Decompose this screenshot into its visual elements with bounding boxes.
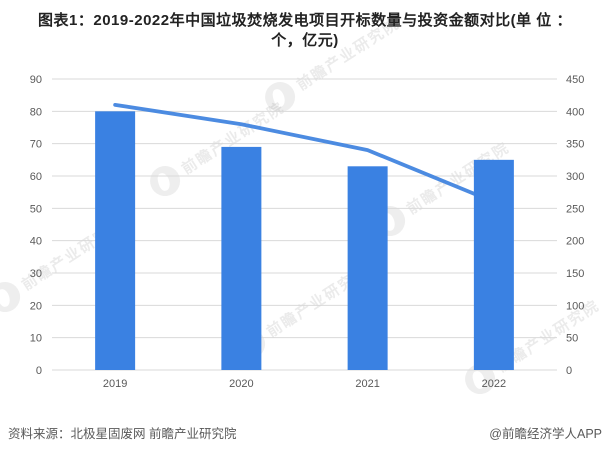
chart-title-line2: 个，亿元) <box>271 32 339 49</box>
y-left-tick-label: 20 <box>30 300 42 312</box>
y-left-tick-label: 30 <box>30 268 42 280</box>
bar-2020 <box>221 146 262 370</box>
y-left-tick-label: 60 <box>30 171 42 183</box>
credit-text: @前瞻经济学人APP <box>489 427 602 441</box>
y-right-tick-label: 50 <box>566 333 578 345</box>
y-right-tick-label: 350 <box>566 139 584 151</box>
y-left-tick-label: 90 <box>30 74 42 86</box>
y-right-tick-label: 450 <box>566 74 584 86</box>
y-left-tick-label: 80 <box>30 106 42 118</box>
y-left-tick-label: 70 <box>30 139 42 151</box>
y-left-tick-label: 50 <box>30 203 42 215</box>
y-right-tick-label: 100 <box>566 300 584 312</box>
combo-chart: 0 10 20 30 40 50 60 70 80 90 0 50 100 150 200 250 300 350… <box>30 74 585 390</box>
x-category-label: 2019 <box>103 378 127 390</box>
investment-line <box>113 102 496 204</box>
y-right-tick-label: 400 <box>566 106 584 118</box>
x-category-label: 2020 <box>229 378 253 390</box>
x-category-label: 2021 <box>355 378 379 390</box>
bar-2021 <box>347 166 388 370</box>
y-left-tick-label: 10 <box>30 333 42 345</box>
y-right-tick-label: 200 <box>566 236 584 248</box>
source-text: 资料来源：北极星固废网 前瞻产业研究院 <box>8 427 237 441</box>
y-left-tick-label: 40 <box>30 236 42 248</box>
y-right-tick-label: 150 <box>566 268 584 280</box>
y-right-tick-label: 250 <box>566 203 584 215</box>
chart-title-line1: 图表1：2019-2022年中国垃圾焚烧发电项目开标数量与投资金额对比(单 位 … <box>38 12 572 29</box>
y-left-tick-label: 0 <box>36 365 42 377</box>
bar-2022 <box>473 159 514 370</box>
chart-title: 图表1：2019-2022年中国垃圾焚烧发电项目开标数量与投资金额对比(单 位 … <box>0 11 610 51</box>
bar-2019 <box>95 111 136 371</box>
y-right-tick-label: 0 <box>566 365 572 377</box>
y-right-tick-label: 300 <box>566 171 584 183</box>
chart-footer: 资料来源：北极星固废网 前瞻产业研究院 @前瞻经济学人APP <box>8 423 602 442</box>
x-category-label: 2022 <box>482 378 506 390</box>
